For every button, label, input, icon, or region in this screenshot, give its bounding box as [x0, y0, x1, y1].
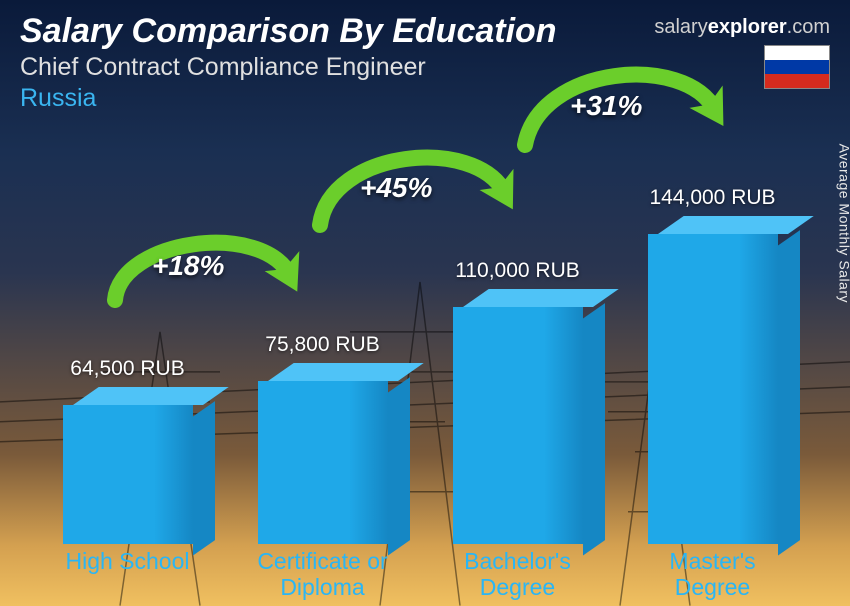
- infographic-container: Salary Comparison By Education Chief Con…: [0, 0, 850, 606]
- brand-text: salaryexplorer.com: [654, 16, 830, 39]
- increase-label: +45%: [360, 172, 432, 204]
- header: Salary Comparison By Education Chief Con…: [20, 12, 557, 113]
- bar-side-face: [583, 303, 605, 555]
- bar-top-face: [268, 363, 424, 381]
- bar-side-face: [193, 401, 215, 555]
- bar-top-face: [73, 387, 229, 405]
- russia-flag-icon: [764, 45, 830, 89]
- bar-category-label: High School: [65, 548, 189, 606]
- bar-category-label: Bachelor'sDegree: [464, 548, 571, 606]
- bar-3d: [258, 363, 388, 544]
- bar-front-face: [453, 307, 583, 544]
- bar-group: 144,000 RUB Master'sDegree: [618, 186, 808, 606]
- bar-category-label: Certificate orDiploma: [257, 548, 387, 606]
- flag-stripe-red: [765, 74, 829, 88]
- bar-3d: [648, 216, 778, 544]
- bar-group: 75,800 RUB Certificate orDiploma: [228, 333, 418, 606]
- bar-side-face: [388, 377, 410, 555]
- bar-value-label: 75,800 RUB: [265, 333, 379, 357]
- increase-label: +18%: [152, 250, 224, 282]
- job-title: Chief Contract Compliance Engineer: [20, 53, 557, 82]
- increase-label: +31%: [570, 90, 642, 122]
- bar-top-face: [658, 216, 814, 234]
- country-name: Russia: [20, 84, 557, 113]
- y-axis-label: Average Monthly Salary: [836, 144, 850, 303]
- bar-front-face: [63, 405, 193, 544]
- bar-group: 110,000 RUB Bachelor'sDegree: [423, 259, 613, 606]
- page-title: Salary Comparison By Education: [20, 12, 557, 51]
- flag-stripe-blue: [765, 60, 829, 74]
- bar-front-face: [258, 381, 388, 544]
- flag-stripe-white: [765, 46, 829, 60]
- bar-3d: [63, 387, 193, 544]
- bar-front-face: [648, 234, 778, 544]
- bar-value-label: 110,000 RUB: [455, 259, 580, 283]
- bar-value-label: 144,000 RUB: [649, 186, 775, 210]
- bar-3d: [453, 289, 583, 544]
- bar-category-label: Master'sDegree: [669, 548, 755, 606]
- bar-value-label: 64,500 RUB: [70, 357, 184, 381]
- bar-side-face: [778, 230, 800, 555]
- bar-top-face: [463, 289, 619, 307]
- bar-group: 64,500 RUB High School: [33, 357, 223, 606]
- brand-block: salaryexplorer.com: [654, 16, 830, 89]
